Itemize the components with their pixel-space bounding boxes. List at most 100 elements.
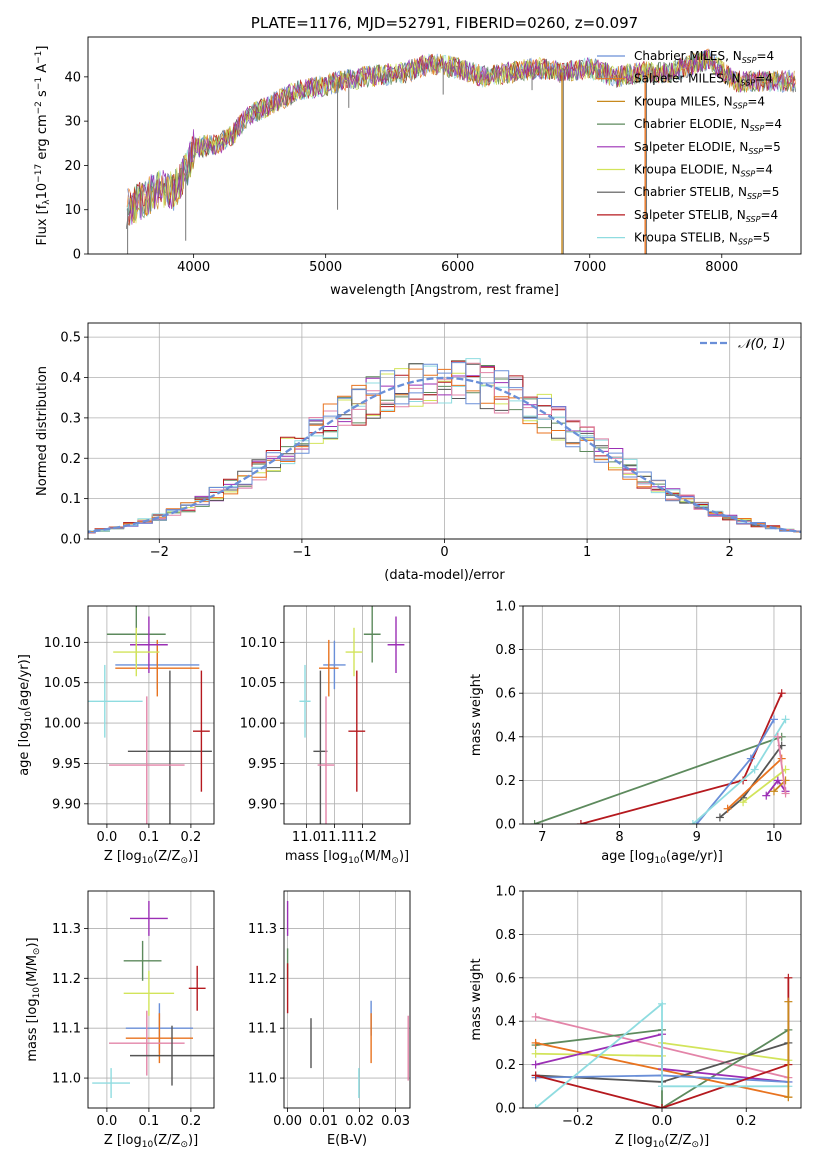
legend-label: Kroupa ELODIE, NSSP=4: [634, 163, 773, 179]
y-tick-label: 0.3: [60, 411, 81, 426]
x-tick-label: 7: [538, 830, 546, 845]
weight-marker: [769, 715, 778, 724]
y-tick-label: 9.90: [248, 797, 277, 812]
plot-area: [88, 606, 212, 824]
weight-marker: [781, 789, 790, 798]
weight-marker: [746, 754, 755, 763]
weight-marker: [784, 973, 793, 982]
y-tick-label: 0.2: [495, 1058, 516, 1073]
y-tick-label: 10: [64, 203, 81, 218]
weight-line: [742, 768, 787, 803]
x-tick-label: 9: [693, 830, 701, 845]
plot-area: [531, 973, 793, 1108]
y-axis-label: mass weight: [469, 958, 484, 1040]
axes-frame: [87, 36, 802, 255]
error-point: [317, 696, 335, 824]
error-point: [109, 696, 185, 824]
weight-marker: [530, 820, 539, 824]
y-tick-label: 11.2: [52, 972, 81, 987]
x-tick-label: 0.0: [97, 1114, 118, 1129]
y-tick-label: 11.3: [248, 922, 277, 937]
x-tick-label: 10: [766, 830, 783, 845]
x-axis-label: (data-model)/error: [384, 568, 505, 583]
y-axis-label: Normed distribution: [35, 366, 50, 496]
weight-marker: [688, 820, 697, 824]
spectrum-line: [127, 50, 796, 226]
x-tick-label: 2: [726, 545, 734, 560]
x-tick-label: 0.0: [97, 830, 118, 845]
weight-marker: [531, 1071, 540, 1080]
y-tick-label: 0.0: [495, 1102, 516, 1117]
weight-marker: [658, 999, 666, 1008]
error-point: [299, 664, 311, 738]
x-tick-label: 11.2: [348, 830, 377, 845]
y-tick-label: 0.8: [495, 643, 516, 658]
y-tick-label: 0.1: [60, 492, 81, 507]
y-tick-label: 0.4: [60, 371, 81, 386]
y-tick-label: 0.2: [495, 774, 516, 789]
weight-line: [535, 1001, 789, 1108]
x-axis-label: age [log10(age/yr)]: [601, 849, 723, 866]
chart-mass_vs_EBV: 0.00 0.01 0.02 0.03 11.0 11.1 11.2 11.3 E(B-V): [248, 890, 411, 1148]
histogram-step: [88, 360, 801, 534]
legend-label: Chabrier STELIB, NSSP=5: [634, 185, 779, 201]
x-tick-label: 11.0: [292, 830, 321, 845]
y-tick-label: 0: [73, 248, 81, 263]
spectrum-line: [129, 50, 795, 225]
x-axis-label: E(B-V): [327, 1133, 367, 1148]
y-tick-label: 11.0: [52, 1072, 81, 1087]
plot-area: [286, 900, 409, 1099]
y-tick-label: 9.95: [52, 757, 81, 772]
y-tick-label: 9.90: [52, 797, 81, 812]
error-point: [127, 670, 212, 824]
y-tick-label: 11.2: [248, 972, 277, 987]
weight-marker: [658, 1082, 666, 1091]
y-tick-label: 40: [64, 70, 81, 85]
error-point: [345, 627, 363, 677]
x-tick-label: 0.2: [181, 1114, 202, 1129]
legend-label: Salpeter STELIB, NSSP=4: [634, 208, 778, 224]
x-axis-label: wavelength [Angstrom, rest frame]: [330, 283, 559, 298]
y-tick-label: 0.0: [495, 818, 516, 833]
chart-age_vs_Z: 0.0 0.1 0.2 9.90 9.95 10.00 10.05 10.10 Z [log10…: [17, 605, 215, 866]
y-tick-label: 10.00: [240, 717, 277, 732]
weight-marker: [531, 1060, 540, 1069]
y-tick-label: 0.6: [495, 687, 516, 702]
x-tick-label: 1: [583, 545, 591, 560]
x-tick-label: 8: [615, 830, 623, 845]
y-tick-label: 11.1: [248, 1022, 277, 1037]
plot-area: [299, 606, 405, 824]
weight-marker: [531, 1049, 540, 1058]
weight-marker: [784, 1093, 793, 1102]
y-tick-label: 30: [64, 115, 81, 130]
x-tick-label: 0.1: [139, 830, 160, 845]
x-tick-label: 0.02: [345, 1114, 374, 1129]
plot-area: [92, 900, 214, 1099]
error-point: [387, 616, 405, 674]
x-tick-label: 0.2: [181, 830, 202, 845]
legend: Chabrier MILES, NSSP=4 Salpeter MILES, NS…: [597, 49, 782, 247]
weight-marker: [773, 776, 782, 785]
weight-marker: [773, 732, 782, 741]
y-axis-label: mass [log10(M/M⊙)]: [25, 937, 42, 1061]
weight-marker: [531, 1012, 540, 1021]
y-tick-label: 11.0: [248, 1072, 277, 1087]
y-tick-label: 1.0: [495, 885, 516, 900]
x-tick-label: 0: [440, 545, 448, 560]
x-axis-label: Z [log10(Z/Z⊙)]: [104, 849, 198, 866]
weight-marker: [531, 1038, 540, 1047]
plot-area: [530, 689, 790, 824]
error-point: [88, 664, 143, 738]
x-tick-label: 0.01: [309, 1114, 338, 1129]
legend-label: Kroupa MILES, NSSP=4: [634, 94, 765, 110]
weight-marker: [723, 804, 732, 813]
error-point: [113, 627, 160, 677]
y-tick-label: 11.3: [52, 922, 81, 937]
weight-marker: [531, 1104, 540, 1108]
x-tick-label: 6000: [441, 260, 474, 275]
error-point: [109, 1010, 185, 1076]
x-tick-label: 4000: [177, 260, 210, 275]
chart-title: PLATE=1176, MJD=52791, FIBERID=0260, z=0…: [251, 14, 638, 32]
y-tick-label: 11.1: [52, 1022, 81, 1037]
chart-age_vs_mass: 11.0 11.1 11.2 9.90 9.95 10.00 10.05 10.10 mass …: [240, 605, 411, 866]
